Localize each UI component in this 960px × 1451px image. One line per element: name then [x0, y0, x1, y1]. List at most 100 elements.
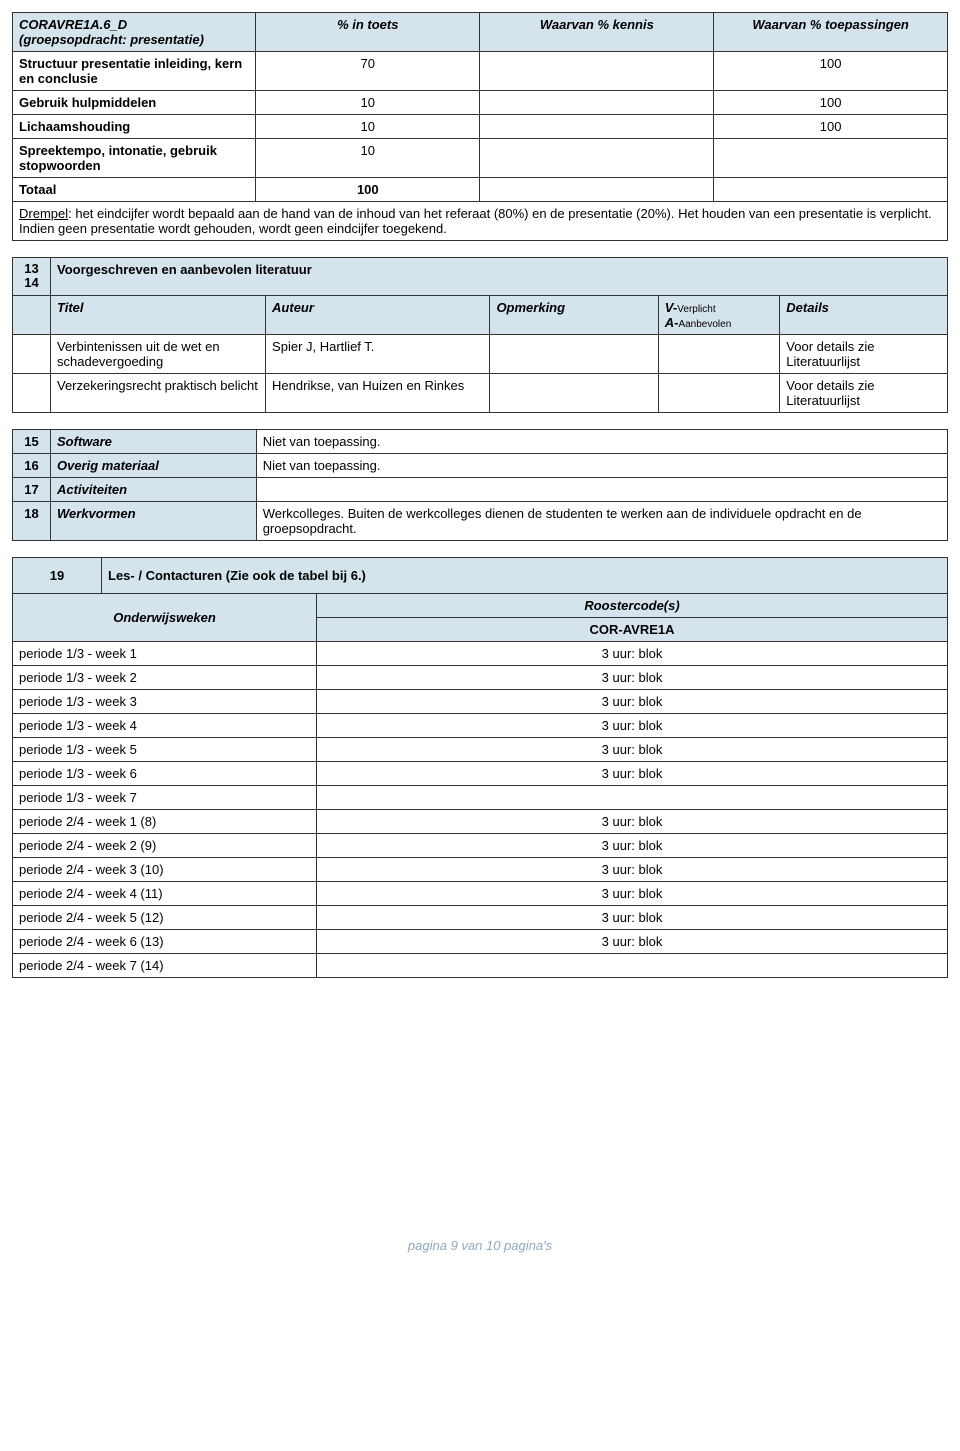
table-row: periode 2/4 - week 2 (9)3 uur: blok: [13, 833, 948, 857]
table-row: periode 1/3 - week 43 uur: blok: [13, 713, 948, 737]
section-num: 15: [13, 429, 51, 453]
contact-num: 19: [13, 557, 102, 593]
row-c4: 100: [714, 52, 948, 91]
contact-week: periode 1/3 - week 5: [13, 737, 317, 761]
onderwijsweken-label: Onderwijsweken: [13, 593, 317, 641]
rooster-code: COR-AVRE1A: [317, 617, 948, 641]
table-row: periode 2/4 - week 1 (8)3 uur: blok: [13, 809, 948, 833]
lit-auteur: Hendrikse, van Huizen en Rinkes: [266, 373, 490, 412]
contact-val: [317, 953, 948, 977]
contact-week: periode 1/3 - week 4: [13, 713, 317, 737]
toets-header-4: Waarvan % toepassingen: [714, 13, 948, 52]
section-label: Werkvormen: [51, 501, 257, 540]
lit-title: Voorgeschreven en aanbevolen literatuur: [51, 258, 948, 296]
contact-val: 3 uur: blok: [317, 713, 948, 737]
section-label: Activiteiten: [51, 477, 257, 501]
table-row: periode 1/3 - week 63 uur: blok: [13, 761, 948, 785]
row-label: Gebruik hulpmiddelen: [13, 91, 256, 115]
contact-val: [317, 785, 948, 809]
contact-val: 3 uur: blok: [317, 641, 948, 665]
table-row: Structuur presentatie inleiding, kern en…: [13, 52, 948, 91]
contact-val: 3 uur: blok: [317, 689, 948, 713]
row-c2: 70: [256, 52, 480, 91]
table-row: periode 1/3 - week 53 uur: blok: [13, 737, 948, 761]
contact-week: periode 2/4 - week 5 (12): [13, 905, 317, 929]
table-row: periode 1/3 - week 13 uur: blok: [13, 641, 948, 665]
table-row: periode 2/4 - week 4 (11)3 uur: blok: [13, 881, 948, 905]
row-c3: [480, 52, 714, 91]
contact-week: periode 2/4 - week 3 (10): [13, 857, 317, 881]
row-c2: 10: [256, 91, 480, 115]
section-value: [256, 477, 947, 501]
row-c2: 100: [256, 178, 480, 202]
lit-va: [658, 373, 780, 412]
row-c3: [480, 139, 714, 178]
contact-val: 3 uur: blok: [317, 665, 948, 689]
contact-val: 3 uur: blok: [317, 857, 948, 881]
contact-title: Les- / Contacturen (Zie ook de tabel bij…: [102, 557, 948, 593]
contact-val: 3 uur: blok: [317, 761, 948, 785]
lit-h-auteur: Auteur: [266, 295, 490, 334]
row-c2: 10: [256, 115, 480, 139]
section-num: 16: [13, 453, 51, 477]
sections-table: 15 Software Niet van toepassing. 16 Over…: [12, 429, 948, 541]
table-row: periode 2/4 - week 5 (12)3 uur: blok: [13, 905, 948, 929]
contact-week: periode 1/3 - week 2: [13, 665, 317, 689]
row-label: Totaal: [13, 178, 256, 202]
row-label: Structuur presentatie inleiding, kern en…: [13, 52, 256, 91]
row-c4: 100: [714, 115, 948, 139]
lit-num: 1314: [13, 258, 51, 296]
lit-va: [658, 334, 780, 373]
contact-val: 3 uur: blok: [317, 929, 948, 953]
row-c3: [480, 91, 714, 115]
contact-week: periode 1/3 - week 3: [13, 689, 317, 713]
contact-week: periode 2/4 - week 1 (8): [13, 809, 317, 833]
section-value: Niet van toepassing.: [256, 453, 947, 477]
lit-h-va: V-Verplicht A-Aanbevolen: [658, 295, 780, 334]
contact-table: 19 Les- / Contacturen (Zie ook de tabel …: [12, 557, 948, 978]
lit-auteur: Spier J, Hartlief T.: [266, 334, 490, 373]
row-c3: [480, 178, 714, 202]
contact-week: periode 1/3 - week 7: [13, 785, 317, 809]
lit-opm: [490, 334, 658, 373]
roostercodes-label: Roostercode(s): [317, 593, 948, 617]
table-row: Spreektempo, intonatie, gebruik stopwoor…: [13, 139, 948, 178]
table-row: Lichaamshouding 10 100: [13, 115, 948, 139]
contact-val: 3 uur: blok: [317, 809, 948, 833]
contact-week: periode 1/3 - week 1: [13, 641, 317, 665]
contact-week: periode 2/4 - week 6 (13): [13, 929, 317, 953]
row-c4: 100: [714, 91, 948, 115]
literature-table: 1314 Voorgeschreven en aanbevolen litera…: [12, 257, 948, 413]
section-num: 17: [13, 477, 51, 501]
table-row: periode 1/3 - week 33 uur: blok: [13, 689, 948, 713]
row-c3: [480, 115, 714, 139]
table-row: periode 2/4 - week 7 (14): [13, 953, 948, 977]
table-row: periode 1/3 - week 7: [13, 785, 948, 809]
table-row: Verbintenissen uit de wet en schadevergo…: [13, 334, 948, 373]
contact-val: 3 uur: blok: [317, 737, 948, 761]
row-label: Spreektempo, intonatie, gebruik stopwoor…: [13, 139, 256, 178]
lit-h-titel: Titel: [51, 295, 266, 334]
drempel-text: Drempel: het eindcijfer wordt bepaald aa…: [13, 202, 948, 241]
table-row: periode 1/3 - week 23 uur: blok: [13, 665, 948, 689]
lit-h-details: Details: [780, 295, 948, 334]
toets-header-3: Waarvan % kennis: [480, 13, 714, 52]
lit-details: Voor details zie Literatuurlijst: [780, 334, 948, 373]
row-c2: 10: [256, 139, 480, 178]
contact-val: 3 uur: blok: [317, 833, 948, 857]
contact-week: periode 1/3 - week 6: [13, 761, 317, 785]
contact-val: 3 uur: blok: [317, 905, 948, 929]
section-value: Niet van toepassing.: [256, 429, 947, 453]
lit-titel: Verzekeringsrecht praktisch belicht: [51, 373, 266, 412]
contact-week: periode 2/4 - week 7 (14): [13, 953, 317, 977]
toets-header-2: % in toets: [256, 13, 480, 52]
contact-week: periode 2/4 - week 4 (11): [13, 881, 317, 905]
table-row: Totaal 100: [13, 178, 948, 202]
section-row-18: 18 Werkvormen Werkcolleges. Buiten de we…: [13, 501, 948, 540]
table-row: periode 2/4 - week 3 (10)3 uur: blok: [13, 857, 948, 881]
row-label: Lichaamshouding: [13, 115, 256, 139]
section-row-15: 15 Software Niet van toepassing.: [13, 429, 948, 453]
page-footer: pagina 9 van 10 pagina's: [12, 1238, 948, 1253]
lit-titel: Verbintenissen uit de wet en schadevergo…: [51, 334, 266, 373]
row-c4: [714, 178, 948, 202]
